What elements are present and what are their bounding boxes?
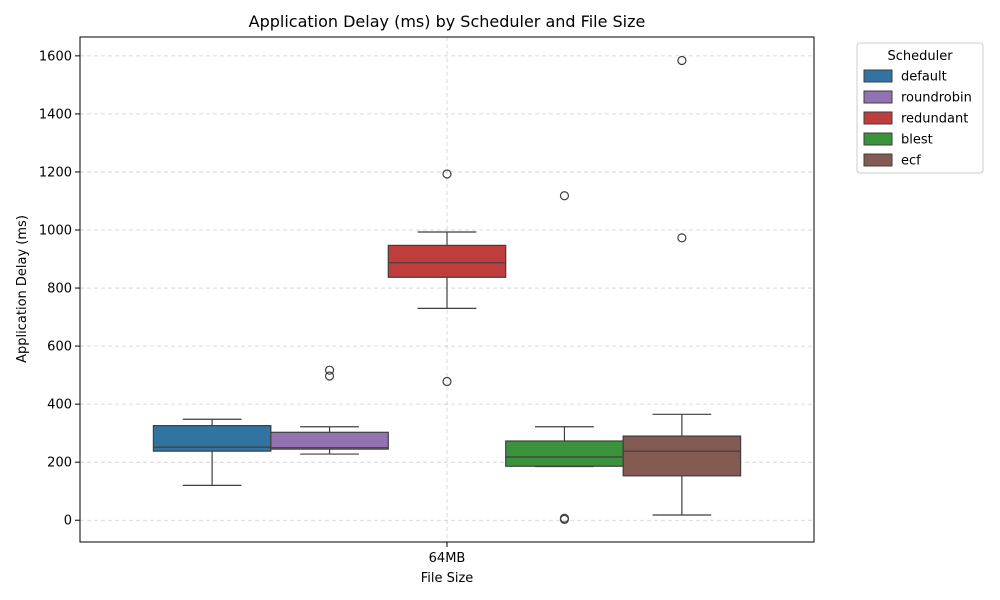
box-iqr [270,431,389,450]
outlier-point [324,365,335,375]
legend-title: Scheduler [887,49,953,64]
box-redundant [387,169,507,387]
plot-frame [79,36,815,543]
y-tick-label: 1400 [39,107,72,122]
y-axis: 0 200 400 600 800 1000 1200 1400 1600 [39,49,80,529]
box-roundrobin [270,365,389,455]
legend-swatch-blest [863,132,893,146]
box-default [152,418,272,487]
legend: Scheduler default roundrobin redundant bles… [856,42,984,174]
legend-label-blest: blest [901,133,933,148]
x-tick-label: 64MB [429,551,466,566]
box-iqr [387,244,507,278]
y-tick-label: 1200 [39,165,72,180]
outlier-point [442,376,452,387]
legend-swatch-default [863,69,893,83]
legend-label-redundant: redundant [901,112,968,127]
box-iqr [505,440,624,467]
box-iqr [622,435,742,477]
legend-label-ecf: ecf [901,154,921,169]
outlier-point [324,371,335,381]
outlier-point [559,191,570,201]
legend-items: default roundrobin redundant blest ecf [863,69,972,169]
box-blest [505,191,624,524]
y-tick-label: 800 [47,282,72,297]
chart-title: Application Delay (ms) by Scheduler and … [249,12,646,31]
x-axis: 64MB [429,542,466,566]
legend-label-default: default [901,70,947,85]
outlier-point [559,513,570,523]
outlier-point [677,233,687,243]
legend-swatch-roundrobin [863,90,893,104]
y-tick-label: 400 [47,398,72,413]
legend-label-roundrobin: roundrobin [901,91,972,106]
y-tick-label: 0 [64,514,72,529]
y-tick-label: 600 [47,340,72,355]
legend-swatch-ecf [863,153,893,167]
outlier-point [442,169,452,179]
y-axis-label: Application Delay (ms) [15,215,30,363]
x-axis-label: File Size [421,571,474,586]
legend-swatch-redundant [863,111,893,125]
box-series-group [152,55,742,524]
box-ecf [622,55,742,516]
outlier-point [677,55,687,66]
y-tick-label: 200 [47,456,72,471]
y-tick-label: 1600 [39,49,72,64]
y-tick-label: 1000 [39,224,72,239]
